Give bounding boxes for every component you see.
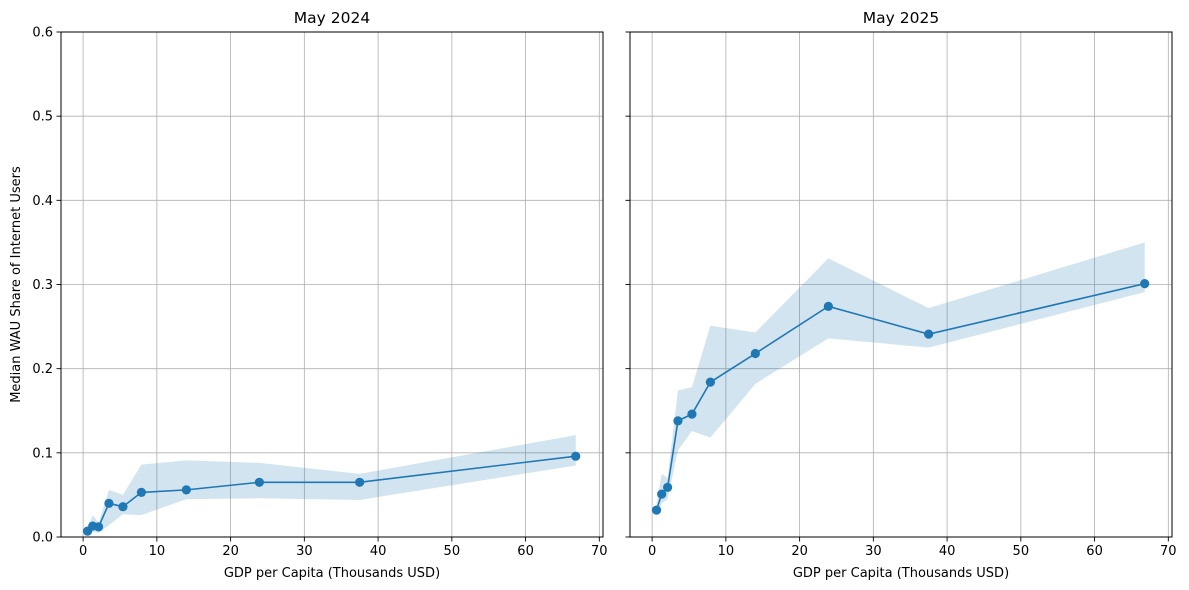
y-tick-label: 0.1 (32, 446, 53, 461)
y-ticks-left: 0.0 0.1 0.2 0.3 0.4 0.5 0.6 (32, 26, 61, 546)
confidence-band (87, 435, 576, 536)
confidence-band-left (87, 435, 576, 536)
x-tick-label: 30 (865, 544, 882, 559)
x-tick-label: 20 (222, 544, 239, 559)
data-point (657, 489, 667, 499)
x-tick-label: 30 (296, 544, 313, 559)
data-point (924, 329, 934, 339)
data-point (571, 451, 581, 461)
data-point (823, 301, 833, 311)
y-tick-label: 0.6 (32, 26, 53, 41)
x-axis-label-left: GDP per Capita (Thousands USD) (224, 566, 440, 581)
x-tick-label: 20 (791, 544, 808, 559)
x-tick-label: 40 (939, 544, 956, 559)
data-point (705, 377, 715, 387)
x-tick-label: 50 (444, 544, 461, 559)
y-tick-label: 0.2 (32, 362, 53, 377)
x-ticks-left: 0 10 20 30 40 50 60 70 (79, 537, 608, 559)
confidence-band-right (656, 242, 1145, 516)
data-point (254, 477, 264, 487)
x-tick-label: 70 (1160, 544, 1177, 559)
data-point (104, 498, 114, 508)
data-point (1140, 279, 1150, 289)
panel-title-left: May 2024 (294, 9, 370, 27)
data-point (355, 477, 365, 487)
confidence-band (656, 242, 1145, 516)
data-point (94, 522, 104, 532)
x-tick-label: 60 (517, 544, 534, 559)
data-point (663, 482, 673, 492)
grid-left (61, 31, 603, 538)
panel-left: 0 10 20 30 40 50 60 70 0.0 0.1 0.2 0.3 0.4 0.5 0.6 Ma… (9, 9, 608, 581)
data-point (136, 487, 146, 497)
x-tick-label: 10 (718, 544, 735, 559)
x-tick-label: 50 (1013, 544, 1030, 559)
data-point (181, 485, 191, 495)
y-ticks-right (625, 31, 630, 538)
data-point (651, 505, 662, 515)
x-axis-label-right: GDP per Capita (Thousands USD) (793, 566, 1009, 581)
y-tick-label: 0.5 (32, 110, 53, 125)
y-axis-label: Median WAU Share of Internet Users (9, 166, 24, 403)
data-point (118, 502, 128, 512)
data-point (673, 416, 683, 426)
x-tick-label: 0 (648, 544, 656, 559)
series-points-right (651, 279, 1150, 515)
data-point (750, 348, 760, 359)
panel-title-right: May 2025 (863, 9, 939, 27)
series-points-left (82, 451, 581, 536)
x-tick-label: 40 (370, 544, 387, 559)
x-tick-label: 10 (149, 544, 166, 559)
y-tick-label: 0.0 (32, 531, 53, 546)
panel-right: 0 10 20 30 40 50 60 70 May 2025 GDP per Capita … (625, 9, 1177, 581)
x-tick-label: 0 (79, 544, 87, 559)
x-tick-label: 60 (1086, 544, 1103, 559)
x-tick-label: 70 (591, 544, 608, 559)
y-tick-label: 0.4 (32, 194, 53, 209)
data-point (687, 409, 697, 419)
x-ticks-right: 0 10 20 30 40 50 60 70 (648, 537, 1177, 559)
y-tick-label: 0.3 (32, 278, 53, 293)
